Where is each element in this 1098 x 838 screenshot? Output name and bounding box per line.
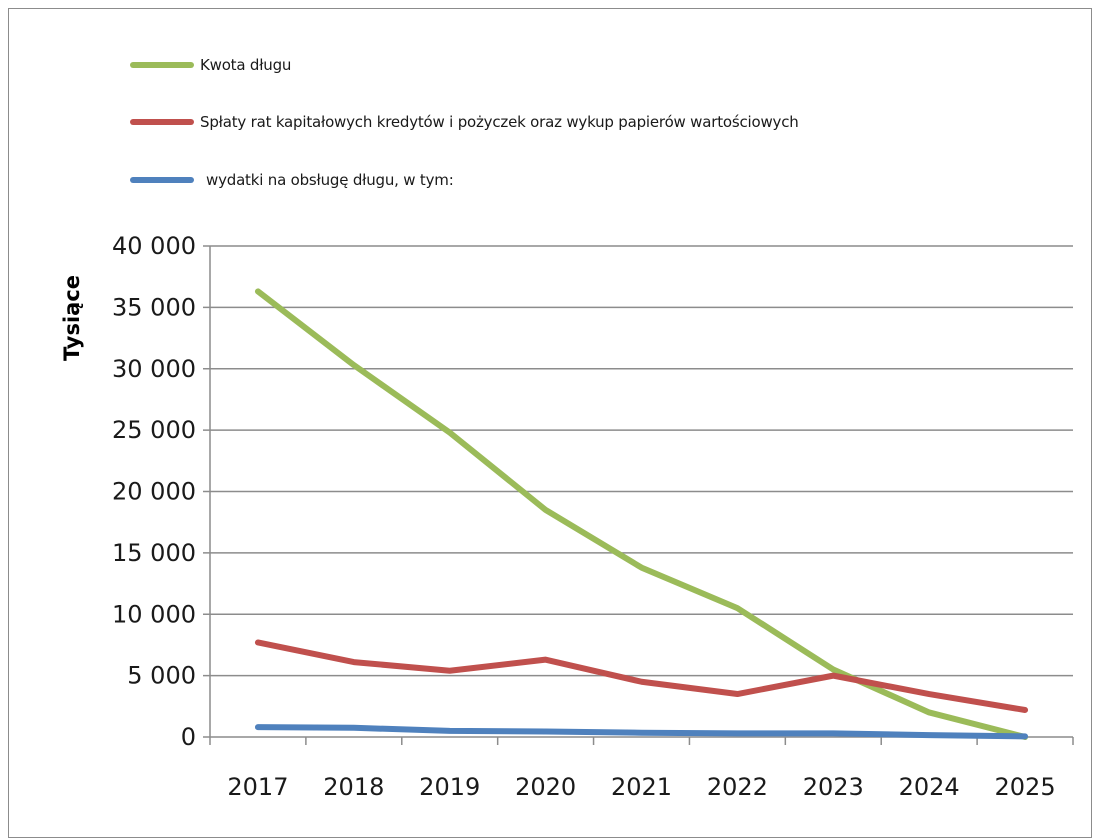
y-tick-label: 10 000 <box>112 600 196 628</box>
legend-item-kwota-dlugu: Kwota długu <box>130 50 291 80</box>
tick-labels: 0 5 000 10 000 15 000 20 000 25 000 30 000 35 0… <box>112 232 1056 801</box>
legend-swatch-wydatki-na-obsluge <box>130 177 194 183</box>
series-line-splaty-rat <box>254 639 1029 713</box>
chart-frame <box>8 8 1092 838</box>
legend-item-splaty-rat: Spłaty rat kapitałowych kredytów i pożyc… <box>130 107 799 137</box>
series-lines <box>254 288 1029 740</box>
x-tick-label-2025: 2025 <box>995 773 1056 801</box>
y-tick-label: 25 000 <box>112 416 196 444</box>
legend-label-kwota-dlugu: Kwota długu <box>200 56 292 74</box>
y-tick-label: 20 000 <box>112 478 196 506</box>
series-line-wydatki-na-obsluge <box>254 724 1029 740</box>
x-tick-label-2023: 2023 <box>803 773 864 801</box>
x-tick-label-2024: 2024 <box>899 773 960 801</box>
y-tick-label: 40 000 <box>112 232 196 260</box>
x-tick-label-2020: 2020 <box>515 773 576 801</box>
gridlines <box>203 245 1073 738</box>
x-tick-label-2021: 2021 <box>611 773 672 801</box>
y-tick-label: 30 000 <box>112 355 196 383</box>
x-tick-label-2019: 2019 <box>419 773 480 801</box>
y-tick-label: 5 000 <box>127 662 196 690</box>
x-tick-label-2022: 2022 <box>707 773 768 801</box>
y-tick-label: 0 <box>181 723 196 751</box>
legend-item-wydatki-na-obsluge: wydatki na obsługę długu, w tym: <box>130 165 454 195</box>
series-line-kwota-dlugu <box>254 288 1029 740</box>
y-tick-label: 35 000 <box>112 293 196 321</box>
legend-label-wydatki-na-obsluge: wydatki na obsługę długu, w tym: <box>206 171 454 189</box>
legend-swatch-splaty-rat <box>130 119 194 125</box>
x-tick-label-2017: 2017 <box>227 773 288 801</box>
axes <box>209 246 1074 745</box>
y-tick-label: 15 000 <box>112 539 196 567</box>
legend-label-splaty-rat: Spłaty rat kapitałowych kredytów i pożyc… <box>200 113 799 131</box>
legend-swatch-kwota-dlugu <box>130 62 194 68</box>
y-axis-title: Tysiące <box>60 275 84 361</box>
x-tick-label-2018: 2018 <box>323 773 384 801</box>
